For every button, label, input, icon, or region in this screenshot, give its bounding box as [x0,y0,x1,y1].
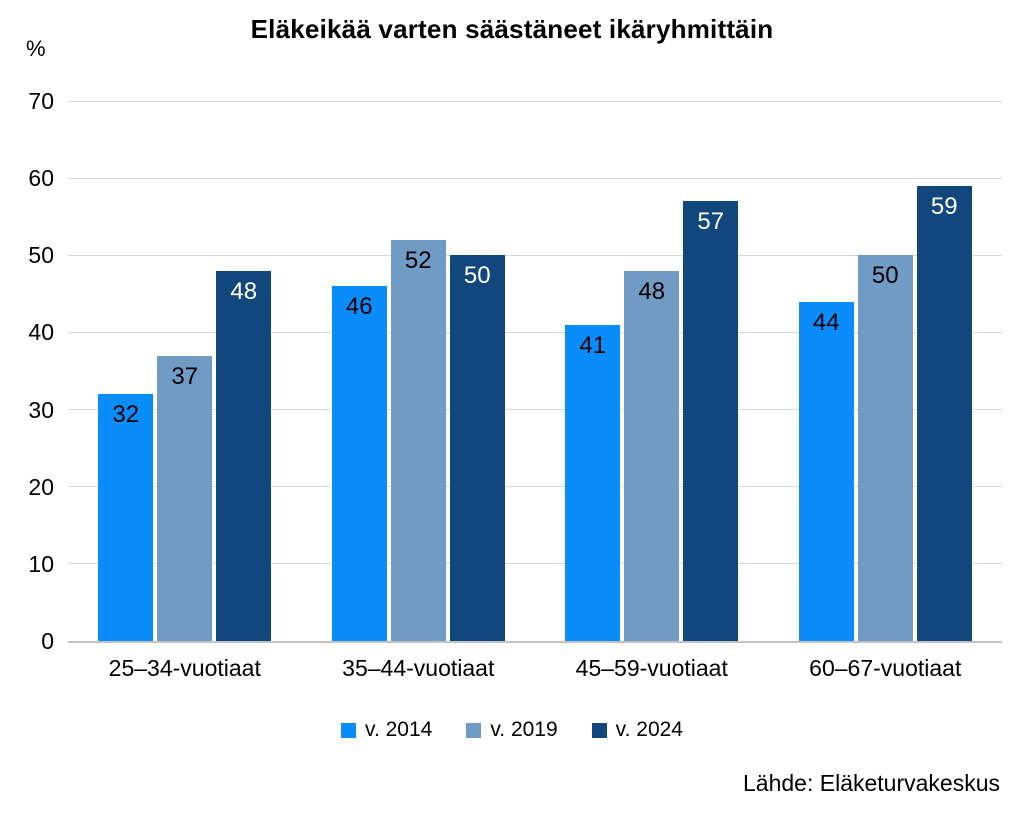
category-label: 45–59-vuotiaat [575,655,728,681]
y-tick-label: 70 [28,88,54,114]
legend-label: v. 2014 [365,718,433,741]
bar: 48 [216,270,272,641]
bar: 50 [449,255,505,641]
legend-swatch [341,722,356,738]
y-tick-label: 40 [28,319,54,346]
legend-swatch [466,722,482,738]
legend-label: v. 2024 [615,718,683,741]
bar: 50 [857,255,913,641]
legend: v. 2014 v. 2019 v. 2024 [0,718,1024,742]
bar-value-label: 52 [404,246,432,274]
category-label: 25–34-vuotiaat [108,655,261,681]
bar: 41 [565,324,621,641]
legend-item: v. 2014 [341,718,432,742]
category-label: 35–44-vuotiaat [342,655,495,681]
y-tick-label: 50 [28,242,54,269]
bar-value-label: 48 [638,277,666,305]
y-tick-label: 60 [28,165,54,192]
bar-value-label: 57 [697,208,725,236]
bar-value-label: 46 [345,293,373,321]
bar-value-label: 32 [112,401,140,429]
bar: 32 [98,394,154,641]
legend-item: v. 2019 [466,718,558,742]
bar: 37 [157,355,213,641]
legend-label: v. 2019 [490,718,558,741]
y-tick-label: 30 [28,396,54,423]
gridline [68,409,1002,411]
gridline [68,254,1002,256]
plot-area: 0 10 20 30 40 50 60 70 32 37 48 25–34-vuotiaat 46 52 5… [28,88,1002,681]
gridline [68,486,1002,488]
bar: 57 [683,201,739,641]
y-tick-label: 0 [41,628,54,654]
bar: 48 [624,270,680,641]
bar-value-label: 59 [930,192,958,220]
bar-value-label: 44 [812,308,840,336]
gridline [68,100,1002,102]
bar-value-label: 50 [463,262,491,290]
bar-value-label: 41 [579,331,607,359]
legend-swatch [591,722,607,738]
gridline [68,331,1002,333]
y-tick-label: 10 [28,550,54,577]
bar-value-label: 50 [871,262,899,290]
y-axis-unit-label: % [26,36,46,61]
gridline [68,563,1002,565]
source-note: Lähde: Eläketurvakeskus [743,770,1000,796]
y-tick-label: 20 [28,473,54,500]
bar-value-label: 48 [230,277,258,305]
bar: 59 [916,185,972,641]
bar-value-label: 37 [171,362,199,390]
gridline [68,177,1002,179]
legend-item: v. 2024 [591,718,683,742]
bar: 46 [331,286,387,641]
bar: 52 [390,239,446,641]
category-label: 60–67-vuotiaat [809,655,962,681]
chart-title: Eläkeikää varten säästäneet ikäryhmittäi… [250,14,774,44]
bar: 44 [798,301,854,641]
